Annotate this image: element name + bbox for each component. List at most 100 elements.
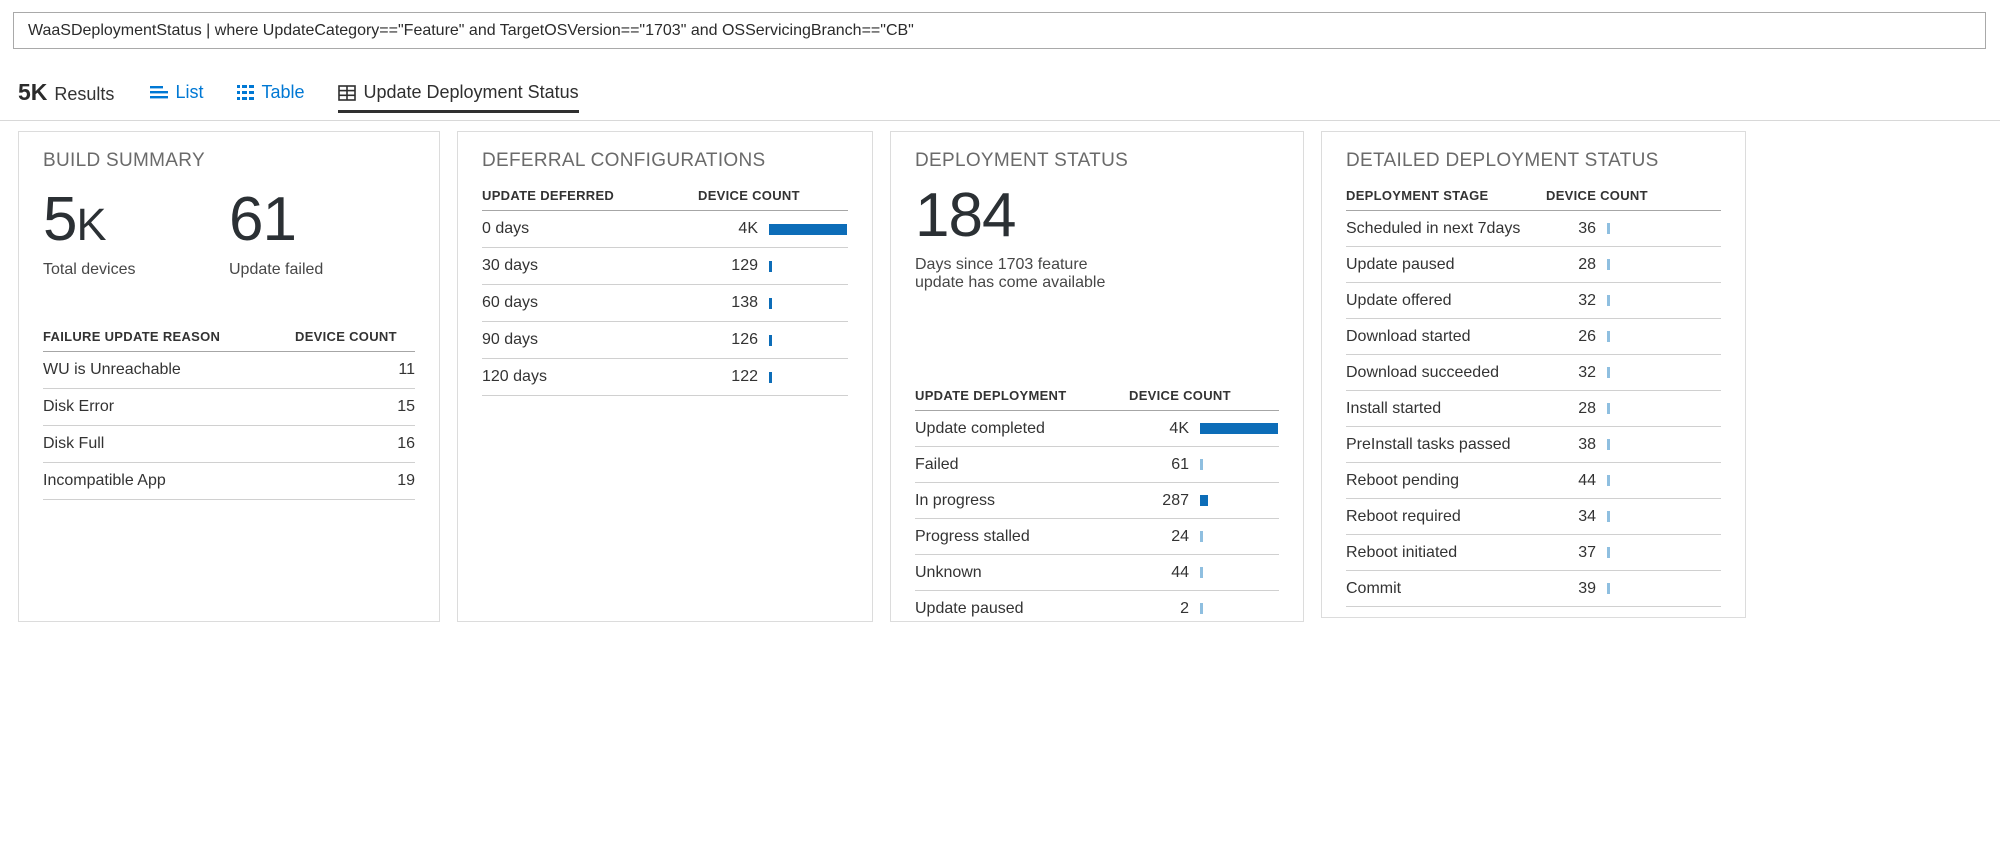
table-row[interactable]: Download started 26	[1346, 319, 1721, 355]
bar-indicator	[1607, 295, 1610, 306]
table-row[interactable]: In progress 287	[915, 483, 1279, 519]
table-row[interactable]: Update offered 32	[1346, 283, 1721, 319]
row-bar-cell	[1189, 531, 1279, 542]
bar-indicator	[1607, 223, 1610, 234]
row-bar-cell	[758, 371, 848, 383]
row-bar-cell	[1189, 495, 1279, 506]
table-row[interactable]: 120 days 122	[482, 359, 848, 396]
table-row[interactable]: Disk Error 15	[43, 389, 415, 426]
table-row[interactable]: 90 days 126	[482, 322, 848, 359]
row-count: 4K	[738, 220, 758, 237]
column-header-failure-update-reason: FAILURE UPDATE REASON	[43, 328, 221, 344]
tab-table-label: Table	[261, 82, 305, 102]
row-count: 287	[1162, 491, 1189, 509]
table-row[interactable]: PreInstall tasks passed 38	[1346, 427, 1721, 463]
table-header: DEPLOYMENT STAGE DEVICE COUNT	[1346, 180, 1721, 211]
tab-update-deployment-status[interactable]: Update Deployment Status	[338, 82, 579, 113]
bar-indicator	[1607, 439, 1610, 450]
column-header-update-deferred: UPDATE DEFERRED	[482, 187, 615, 203]
row-label: Update paused	[915, 599, 1024, 617]
table-row[interactable]: 30 days 129	[482, 248, 848, 285]
table-row[interactable]: Update paused 28	[1346, 247, 1721, 283]
bar-indicator	[1607, 511, 1610, 522]
total-devices-label: Total devices	[43, 261, 136, 278]
bar-indicator	[1607, 583, 1610, 594]
bar-indicator	[769, 334, 772, 346]
table-row[interactable]: Reboot pending 44	[1346, 463, 1721, 499]
tab-table[interactable]: Table	[237, 82, 304, 113]
row-count: 44	[1578, 471, 1596, 489]
row-count: 11	[398, 361, 415, 378]
row-count: 4K	[1169, 419, 1189, 437]
card-title: DETAILED DEPLOYMENT STATUS	[1346, 150, 1659, 171]
query-bar	[13, 12, 1986, 49]
tab-list[interactable]: List	[150, 82, 203, 113]
table-row[interactable]: Update completed 4K	[915, 411, 1279, 447]
row-count: 122	[731, 368, 758, 385]
bar-indicator	[1200, 495, 1208, 506]
table-header: UPDATE DEFERRED DEVICE COUNT	[482, 180, 848, 211]
days-since-label: Days since 1703 feature update has come …	[915, 256, 1106, 291]
bar-indicator	[1607, 367, 1610, 378]
row-bar-cell	[1189, 603, 1279, 614]
table-row[interactable]: WU is Unreachable 11	[43, 352, 415, 389]
row-count: 16	[397, 435, 415, 452]
row-count: 32	[1578, 291, 1596, 309]
dashboard-cards: BUILD SUMMARY 5K Total devices 61 Update…	[18, 131, 1982, 622]
table-row[interactable]: Reboot required 34	[1346, 499, 1721, 535]
failure-reason-table: FAILURE UPDATE REASON DEVICE COUNT WU is…	[43, 321, 415, 500]
table-row[interactable]: Install started 28	[1346, 391, 1721, 427]
bar-indicator	[769, 223, 847, 235]
table-icon	[237, 85, 255, 100]
row-bar-cell	[1596, 367, 1721, 378]
table-row[interactable]: Incompatible App 19	[43, 463, 415, 500]
row-bar-cell	[758, 260, 848, 272]
table-row[interactable]: Commit 39	[1346, 571, 1721, 607]
row-bar-cell	[1189, 423, 1279, 434]
table-row[interactable]: 60 days 138	[482, 285, 848, 322]
row-label: 60 days	[482, 294, 539, 311]
row-count: 38	[1578, 435, 1596, 453]
table-header: FAILURE UPDATE REASON DEVICE COUNT	[43, 321, 415, 352]
deployment-stage-table: DEPLOYMENT STAGE DEVICE COUNT Scheduled …	[1346, 180, 1721, 607]
row-bar-cell	[1596, 259, 1721, 270]
tab-active-label: Update Deployment Status	[363, 82, 579, 102]
table-row[interactable]: Download succeeded 32	[1346, 355, 1721, 391]
row-count: 138	[731, 294, 758, 311]
row-label: Disk Full	[43, 435, 105, 452]
update-failed-metric[interactable]: 61 Update failed	[229, 188, 415, 279]
row-count: 28	[1578, 255, 1596, 273]
row-label: Install started	[1346, 399, 1442, 417]
table-row[interactable]: Update paused 2	[915, 591, 1279, 621]
bar-indicator	[1607, 547, 1610, 558]
table-row[interactable]: Progress stalled 24	[915, 519, 1279, 555]
table-row[interactable]: Disk Full 16	[43, 426, 415, 463]
row-count: 32	[1578, 363, 1596, 381]
table-row[interactable]: Unknown 44	[915, 555, 1279, 591]
table-row[interactable]: 0 days 4K	[482, 211, 848, 248]
row-count: 61	[1171, 455, 1189, 473]
bar-indicator	[769, 297, 772, 309]
row-label: Progress stalled	[915, 527, 1030, 545]
row-bar-cell	[1596, 403, 1721, 414]
detailed-deployment-status-card: DETAILED DEPLOYMENT STATUS DEPLOYMENT ST…	[1321, 131, 1746, 618]
list-icon	[150, 85, 169, 100]
row-bar-cell	[1189, 459, 1279, 470]
table-row[interactable]: Reboot initiated 37	[1346, 535, 1721, 571]
bar-indicator	[769, 371, 772, 383]
total-devices-value: 5K	[43, 185, 107, 254]
bar-indicator	[1200, 459, 1203, 470]
row-label: 120 days	[482, 368, 547, 385]
row-label: Failed	[915, 455, 959, 473]
total-devices-metric[interactable]: 5K Total devices	[43, 188, 229, 279]
table-row[interactable]: Scheduled in next 7days 36	[1346, 211, 1721, 247]
row-label: Update paused	[1346, 255, 1455, 273]
row-count: 129	[731, 257, 758, 274]
table-row[interactable]: Failed 61	[915, 447, 1279, 483]
query-input[interactable]	[13, 12, 1986, 49]
days-since-metric[interactable]: 184 Days since 1703 feature update has c…	[915, 184, 1111, 292]
deployment-status-card: DEPLOYMENT STATUS 184 Days since 1703 fe…	[890, 131, 1304, 622]
row-count: 37	[1578, 543, 1596, 561]
bar-indicator	[1607, 259, 1610, 270]
row-count: 126	[731, 331, 758, 348]
